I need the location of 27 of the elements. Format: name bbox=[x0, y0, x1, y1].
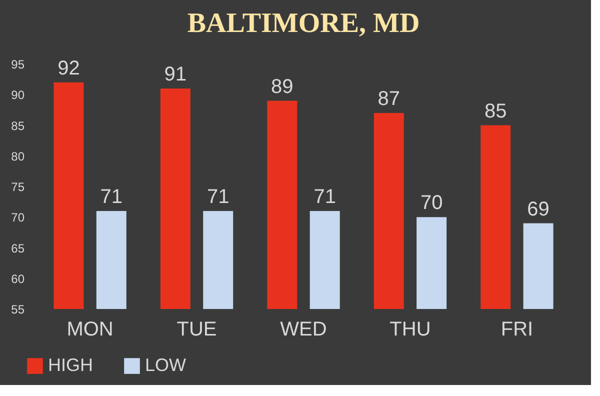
data-label: 87 bbox=[378, 88, 400, 110]
y-tick-label: 90 bbox=[11, 88, 25, 102]
x-tick-label: FRI bbox=[500, 318, 534, 340]
y-tick-label: 95 bbox=[11, 58, 25, 72]
data-label: 71 bbox=[206, 186, 230, 208]
y-tick-label: 55 bbox=[11, 302, 25, 316]
data-label: 69 bbox=[527, 198, 550, 220]
y-tick-label: 85 bbox=[11, 118, 25, 133]
data-label: 91 bbox=[164, 64, 187, 86]
data-label: 89 bbox=[271, 76, 294, 98]
legend-label: LOW bbox=[145, 355, 186, 375]
x-tick-label: THU bbox=[390, 318, 431, 340]
y-tick-label: 75 bbox=[11, 180, 25, 194]
y-tick-label: 60 bbox=[11, 272, 25, 286]
data-label: 92 bbox=[58, 57, 80, 80]
data-label: 71 bbox=[314, 186, 336, 208]
legend-label: HIGH bbox=[48, 355, 93, 375]
x-tick-label: TUE bbox=[176, 318, 217, 340]
data-label: 71 bbox=[100, 186, 123, 208]
y-tick-label: 65 bbox=[11, 241, 25, 256]
y-tick-label: 70 bbox=[11, 210, 25, 225]
x-tick-label: MON bbox=[66, 318, 114, 340]
chart-title: BALTIMORE, MD bbox=[187, 8, 420, 39]
data-label: 70 bbox=[420, 192, 443, 214]
y-tick-label: 80 bbox=[11, 149, 25, 164]
data-label: 85 bbox=[484, 100, 507, 122]
x-tick-label: WED bbox=[280, 318, 327, 340]
